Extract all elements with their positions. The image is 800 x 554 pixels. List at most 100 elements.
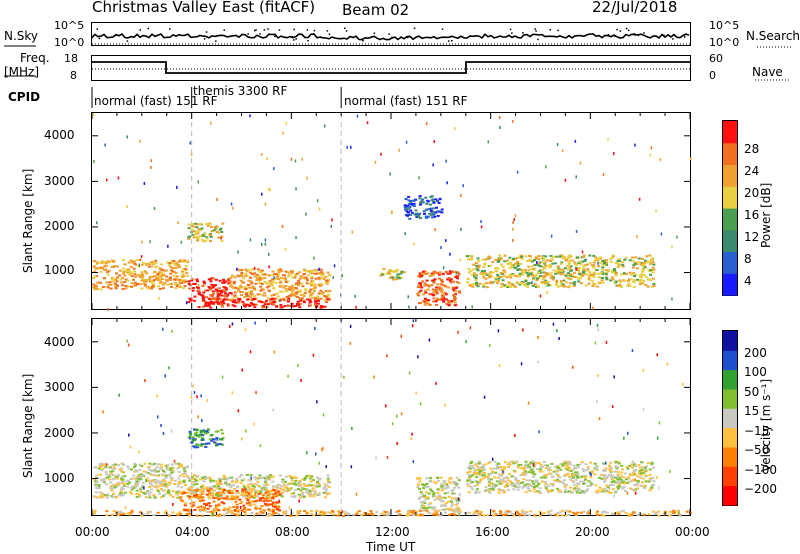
power-cell <box>186 261 190 264</box>
velocity-cell <box>206 510 210 513</box>
velocity-cell <box>176 514 180 517</box>
velocity-cell <box>543 464 547 467</box>
velocity-cell <box>531 470 535 473</box>
velocity-cbar-tick-m100: −100 <box>744 463 777 477</box>
velocity-scatter-point <box>489 344 491 347</box>
power-cell <box>132 260 136 263</box>
power-cell <box>197 289 201 292</box>
power-cell <box>296 281 300 284</box>
velocity-cell <box>219 482 223 485</box>
power-cell <box>542 276 546 279</box>
velocity-cell <box>455 476 459 479</box>
power-cell <box>427 285 431 288</box>
power-cell <box>561 268 565 271</box>
power-cell <box>652 283 656 285</box>
velocity-cell <box>288 487 291 490</box>
velocity-cell <box>608 468 612 471</box>
power-cell <box>319 268 323 271</box>
velocity-cell <box>100 469 104 472</box>
power-cell <box>160 278 164 280</box>
power-cell <box>239 284 243 287</box>
power-cell <box>195 286 199 289</box>
velocity-cell <box>443 483 447 486</box>
power-cell <box>313 303 317 306</box>
power-scatter-point <box>305 212 307 216</box>
velocity-cell <box>425 507 428 510</box>
velocity-cell <box>201 438 205 441</box>
velocity-cell <box>559 468 563 471</box>
power-cell <box>116 285 119 287</box>
power-cell <box>621 263 625 266</box>
velocity-cell <box>544 481 548 484</box>
velocity-cell <box>122 464 125 466</box>
velocity-cell <box>450 497 454 500</box>
power-cell <box>287 297 291 300</box>
velocity-cell <box>119 469 123 472</box>
velocity-cell <box>616 487 620 490</box>
power-cell <box>600 277 604 279</box>
velocity-cell <box>455 499 459 502</box>
power-cell <box>290 302 294 305</box>
freq-trace <box>92 61 690 74</box>
power-cell <box>174 272 178 274</box>
power-cell <box>465 281 469 284</box>
power-cell <box>178 278 182 281</box>
velocity-cell <box>243 511 247 514</box>
velocity-cell <box>472 471 476 474</box>
velocity-cell <box>439 499 443 502</box>
power-cell <box>290 291 294 294</box>
velocity-cell <box>638 471 642 473</box>
velocity-cell <box>438 514 442 517</box>
velocity-cell <box>567 469 571 472</box>
velocity-cell <box>311 487 315 490</box>
power-scatter-point <box>282 131 284 135</box>
velocity-cell <box>567 490 571 493</box>
power-scatter-point <box>434 228 436 232</box>
velocity-cell <box>95 481 99 483</box>
velocity-cell <box>604 467 608 470</box>
power-cell <box>449 278 453 281</box>
power-cell <box>506 259 509 262</box>
velocity-scatter-point <box>127 343 130 347</box>
velocity-cell <box>480 510 484 513</box>
power-cell <box>231 297 235 300</box>
velocity-cell <box>295 476 298 479</box>
power-cell <box>544 272 548 275</box>
velocity-cell <box>420 493 424 496</box>
velocity-cell <box>250 511 254 514</box>
power-cell <box>483 262 487 265</box>
power-cell <box>581 260 585 263</box>
power-cell <box>220 300 224 303</box>
velocity-cell <box>183 492 186 495</box>
power-scatter-point <box>281 224 284 228</box>
velocity-cell <box>277 490 281 493</box>
power-cell <box>258 270 262 273</box>
velocity-cell <box>247 486 251 489</box>
power-cell <box>467 267 471 270</box>
power-cell <box>439 298 443 301</box>
power-cell <box>205 301 209 304</box>
power-scatter-point <box>445 239 447 243</box>
velocity-cell <box>233 513 237 516</box>
power-cell <box>240 272 244 274</box>
velocity-cell <box>572 511 576 514</box>
velocity-cell <box>234 509 238 512</box>
power-cell <box>447 276 451 279</box>
velocity-cell <box>632 511 636 514</box>
velocity-cell <box>246 499 250 502</box>
velocity-cell <box>468 464 472 467</box>
power-cell <box>195 226 199 229</box>
power-cell <box>577 267 581 269</box>
power-cell <box>582 270 586 273</box>
velocity-cell <box>587 512 591 515</box>
power-cell <box>170 260 174 263</box>
velocity-cell <box>209 493 212 496</box>
power-cell <box>522 281 526 284</box>
velocity-cell <box>277 501 281 504</box>
velocity-cell <box>195 479 199 482</box>
velocity-cell <box>326 477 330 480</box>
velocity-cell <box>538 470 542 473</box>
velocity-cell <box>256 490 260 493</box>
power-cell <box>215 230 219 233</box>
xlabel: Time UT <box>366 540 416 554</box>
